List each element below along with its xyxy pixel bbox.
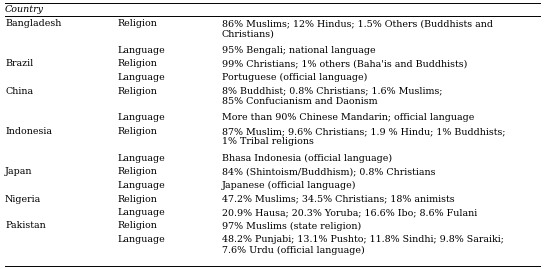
Text: Brazil: Brazil [5, 59, 33, 69]
Text: Japanese (official language): Japanese (official language) [222, 181, 356, 190]
Text: 20.9% Hausa; 20.3% Yoruba; 16.6% Ibo; 8.6% Fulani: 20.9% Hausa; 20.3% Yoruba; 16.6% Ibo; 8.… [222, 208, 477, 217]
Text: Language: Language [118, 154, 166, 163]
Text: Nigeria: Nigeria [5, 194, 41, 204]
Text: 47.2% Muslims; 34.5% Christians; 18% animists: 47.2% Muslims; 34.5% Christians; 18% ani… [222, 194, 455, 204]
Text: 84% (Shintoism/Buddhism); 0.8% Christians: 84% (Shintoism/Buddhism); 0.8% Christian… [222, 168, 435, 176]
Text: Indonesia: Indonesia [5, 127, 52, 136]
Text: Portuguese (official language): Portuguese (official language) [222, 73, 367, 82]
Text: Japan: Japan [5, 168, 33, 176]
Text: 97% Muslims (state religion): 97% Muslims (state religion) [222, 221, 361, 231]
Text: 95% Bengali; national language: 95% Bengali; national language [222, 46, 376, 55]
Text: 87% Muslim; 9.6% Christians; 1.9 % Hindu; 1% Buddhists;
1% Tribal religions: 87% Muslim; 9.6% Christians; 1.9 % Hindu… [222, 127, 506, 146]
Text: Religion: Religion [118, 168, 158, 176]
Text: Language: Language [118, 46, 166, 55]
Text: 48.2% Punjabi; 13.1% Pushto; 11.8% Sindhi; 9.8% Saraiki;
7.6% Urdu (official lan: 48.2% Punjabi; 13.1% Pushto; 11.8% Sindh… [222, 235, 504, 254]
Text: Language: Language [118, 181, 166, 190]
Text: Religion: Religion [118, 87, 158, 95]
Text: More than 90% Chinese Mandarin; official language: More than 90% Chinese Mandarin; official… [222, 114, 474, 122]
Text: 8% Buddhist; 0.8% Christians; 1.6% Muslims;
85% Confucianism and Daonism: 8% Buddhist; 0.8% Christians; 1.6% Musli… [222, 87, 443, 106]
Text: Language: Language [118, 73, 166, 82]
Text: 99% Christians; 1% others (Baha'is and Buddhists): 99% Christians; 1% others (Baha'is and B… [222, 59, 468, 69]
Text: Country: Country [5, 5, 44, 14]
Text: Bangladesh: Bangladesh [5, 19, 62, 28]
Text: Religion: Religion [118, 221, 158, 231]
Text: 86% Muslims; 12% Hindus; 1.5% Others (Buddhists and
Christians): 86% Muslims; 12% Hindus; 1.5% Others (Bu… [222, 19, 493, 38]
Text: Religion: Religion [118, 19, 158, 28]
Text: Religion: Religion [118, 59, 158, 69]
Text: Language: Language [118, 235, 166, 244]
Text: Language: Language [118, 208, 166, 217]
Text: Bhasa Indonesia (official language): Bhasa Indonesia (official language) [222, 154, 392, 163]
Text: Religion: Religion [118, 127, 158, 136]
Text: Pakistan: Pakistan [5, 221, 46, 231]
Text: China: China [5, 87, 33, 95]
Text: Language: Language [118, 114, 166, 122]
Text: Religion: Religion [118, 194, 158, 204]
